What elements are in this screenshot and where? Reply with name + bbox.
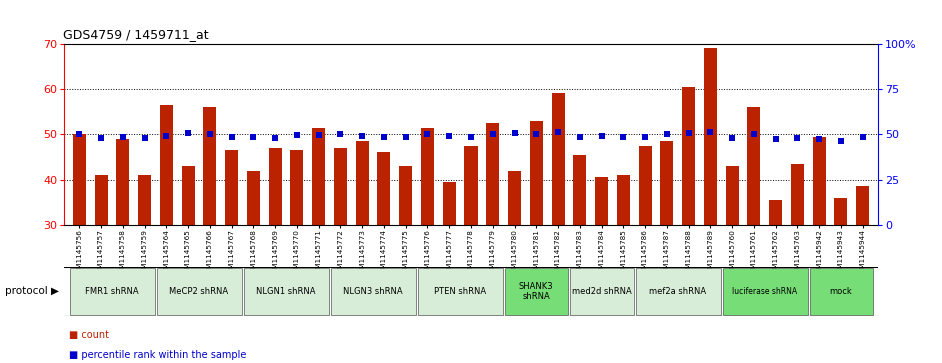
Bar: [312, 127, 325, 225]
Text: SHANK3
shRNA: SHANK3 shRNA: [519, 282, 554, 301]
Text: med2d shRNA: med2d shRNA: [572, 287, 631, 296]
Bar: [138, 175, 151, 225]
Bar: [443, 182, 456, 225]
Bar: [636, 268, 721, 315]
Bar: [247, 171, 260, 225]
Text: MeCP2 shRNA: MeCP2 shRNA: [170, 287, 229, 296]
Bar: [356, 141, 368, 225]
Text: luciferase shRNA: luciferase shRNA: [732, 287, 797, 296]
Bar: [723, 268, 808, 315]
Bar: [290, 150, 303, 225]
Bar: [856, 187, 869, 225]
Bar: [464, 146, 478, 225]
Text: ■ count: ■ count: [69, 330, 108, 340]
Bar: [617, 175, 630, 225]
Bar: [551, 93, 564, 225]
Text: ■ percentile rank within the sample: ■ percentile rank within the sample: [69, 350, 246, 360]
Bar: [704, 48, 717, 225]
Bar: [508, 171, 521, 225]
Bar: [244, 268, 329, 315]
Bar: [505, 268, 568, 315]
Bar: [639, 146, 652, 225]
Bar: [809, 268, 873, 315]
Text: protocol ▶: protocol ▶: [6, 286, 59, 296]
Bar: [225, 150, 238, 225]
Bar: [203, 107, 217, 225]
Bar: [418, 268, 503, 315]
Text: PTEN shRNA: PTEN shRNA: [434, 287, 486, 296]
Bar: [331, 268, 416, 315]
Bar: [73, 134, 86, 225]
Bar: [378, 152, 391, 225]
Bar: [574, 155, 586, 225]
Bar: [570, 268, 634, 315]
Bar: [70, 268, 155, 315]
Bar: [182, 166, 195, 225]
Bar: [660, 141, 674, 225]
Bar: [399, 166, 413, 225]
Bar: [769, 200, 782, 225]
Bar: [813, 136, 826, 225]
Bar: [791, 164, 804, 225]
Bar: [160, 105, 173, 225]
Bar: [595, 178, 609, 225]
Bar: [725, 166, 739, 225]
Bar: [486, 123, 499, 225]
Bar: [529, 121, 543, 225]
Text: mef2a shRNA: mef2a shRNA: [649, 287, 706, 296]
Text: mock: mock: [830, 287, 853, 296]
Bar: [835, 198, 848, 225]
Text: NLGN1 shRNA: NLGN1 shRNA: [256, 287, 316, 296]
Bar: [268, 148, 282, 225]
Text: GDS4759 / 1459711_at: GDS4759 / 1459711_at: [63, 28, 209, 41]
Bar: [682, 87, 695, 225]
Bar: [421, 127, 434, 225]
Bar: [116, 139, 129, 225]
Bar: [156, 268, 242, 315]
Text: NLGN3 shRNA: NLGN3 shRNA: [343, 287, 403, 296]
Bar: [747, 107, 760, 225]
Bar: [94, 175, 107, 225]
Text: FMR1 shRNA: FMR1 shRNA: [85, 287, 138, 296]
Bar: [333, 148, 347, 225]
